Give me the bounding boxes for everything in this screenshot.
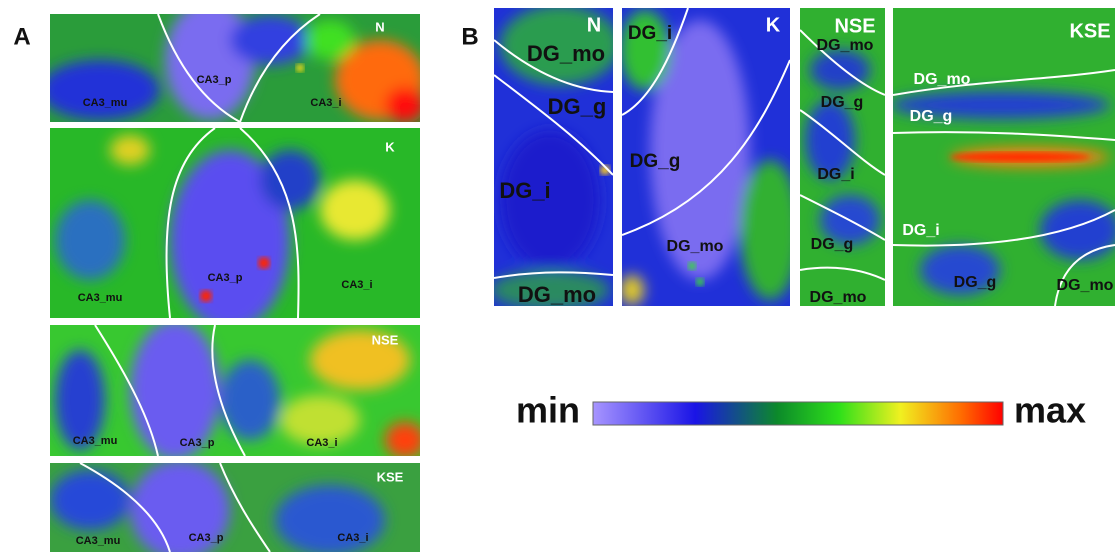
map-title: KSE [377,469,404,484]
region-label: CA3_mu [76,535,121,547]
region-label: DG_i [499,178,550,203]
region-label: CA3_i [337,532,368,544]
region-label: CA3_p [180,437,215,449]
region-label: CA3_p [197,74,232,86]
region-label: DG_g [954,274,997,291]
region-label: DG_g [548,94,607,119]
region-label: CA3_p [208,272,243,284]
colorbar [593,402,1003,425]
region-label: DG_g [821,94,864,111]
figure: A B N CA3_p CA3_mu CA3_i K CA3_p CA3_mu … [0,0,1115,552]
colorbar-max: max [1014,390,1086,431]
map-b-kse [890,8,1115,306]
region-label: DG_mo [914,71,971,88]
region-label: CA3_p [189,532,224,544]
colorbar-min: min [516,390,580,431]
region-label: DG_g [910,108,953,125]
region-label: DG_mo [817,37,874,54]
region-label: DG_mo [1057,277,1114,294]
region-label: DG_i [817,166,854,183]
region-label: CA3_i [341,279,372,291]
region-label: DG_i [628,23,672,44]
page: {"panel_a": {"label": "A", "maps": [ {"n… [0,0,1115,552]
region-label: DG_g [630,151,681,172]
region-label: DG_mo [527,41,605,66]
map-title: K [766,14,781,36]
region-label: DG_g [811,236,854,253]
region-label: CA3_i [310,97,341,109]
map-title: NSE [372,332,399,347]
region-label: CA3_mu [83,97,128,109]
region-label: DG_mo [810,289,867,306]
map-title: K [385,139,395,154]
region-label: CA3_i [306,437,337,449]
panel-label: B [461,23,478,50]
map-title: N [375,19,384,34]
panel-label: A [13,23,30,50]
region-label: CA3_mu [73,435,118,447]
region-label: DG_mo [667,238,724,255]
map-title: NSE [834,15,875,37]
map-title: N [587,14,601,36]
map-title: KSE [1069,20,1110,42]
region-label: CA3_mu [78,292,123,304]
region-label: DG_mo [518,282,596,307]
region-label: DG_i [902,222,939,239]
